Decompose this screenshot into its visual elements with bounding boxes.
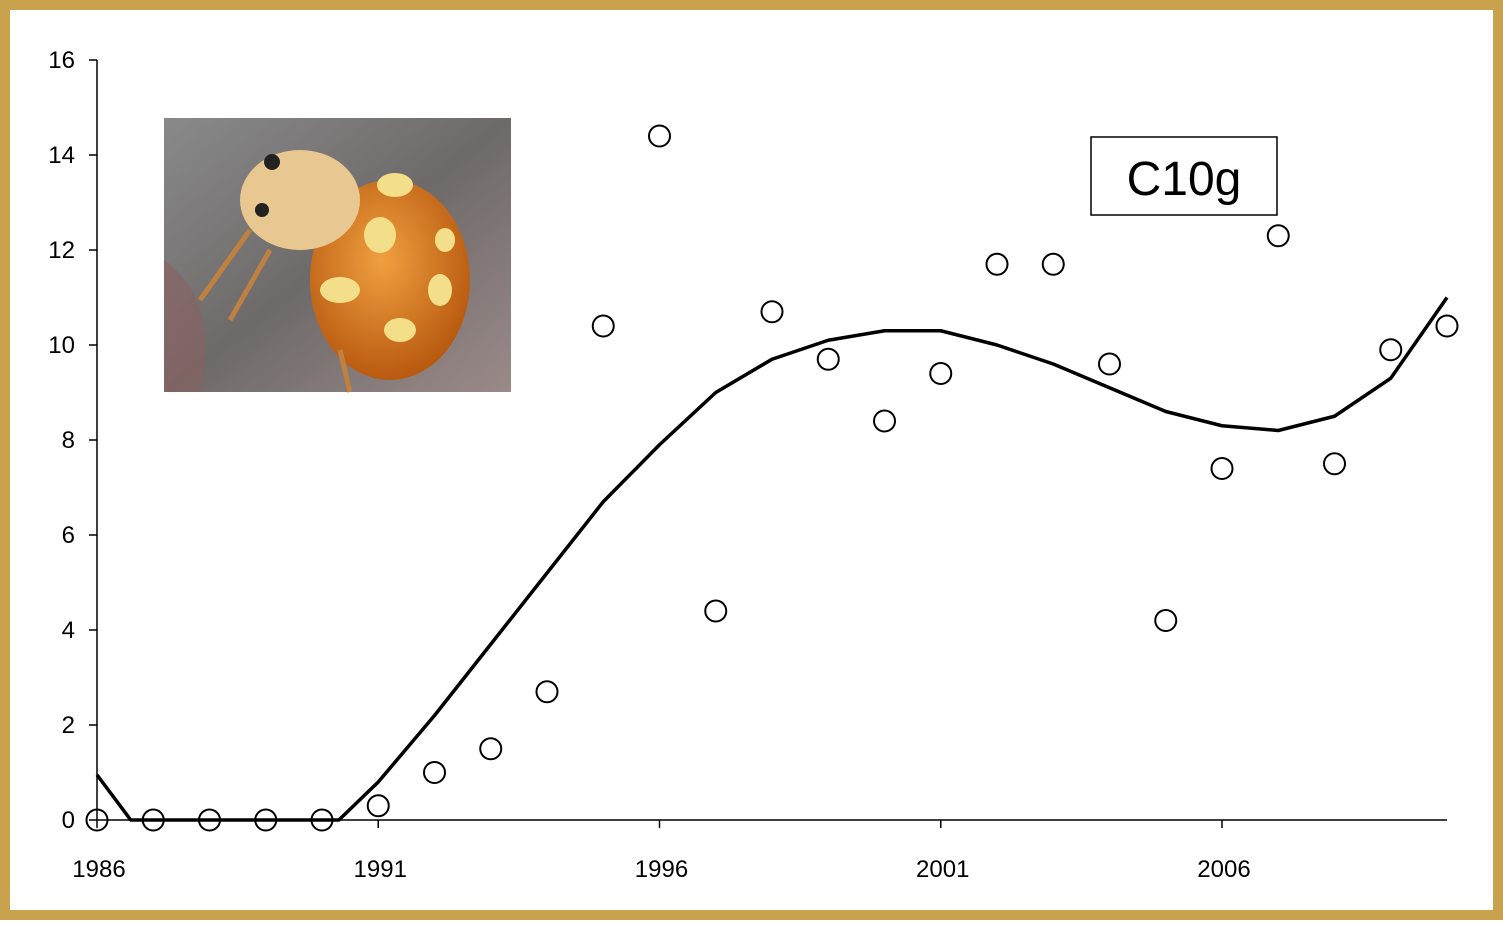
y-tick-label: 8 [62, 427, 75, 454]
y-tick-label: 14 [48, 142, 75, 169]
x-tick-label: 1991 [354, 856, 407, 883]
photo [164, 118, 511, 392]
y-tick-label: 10 [48, 332, 75, 359]
x-tick-label: 2006 [1197, 856, 1250, 883]
x-tick-label: 1986 [72, 856, 125, 883]
y-tick-label: 2 [62, 712, 75, 739]
y-tick-label: 0 [62, 807, 75, 834]
y-tick-label: 16 [48, 47, 75, 74]
annotation: C10g [1127, 153, 1242, 206]
y-tick-label: 6 [62, 522, 75, 549]
chart: C10g 0 2 4 6 8 10 12 14 16 1986 1991 1996 2001 2006 [0, 0, 1503, 920]
y-tick-label: 12 [48, 237, 75, 264]
x-tick-label: 1996 [635, 856, 688, 883]
x-tick-label: 2001 [916, 856, 969, 883]
y-tick-label: 4 [62, 617, 75, 644]
